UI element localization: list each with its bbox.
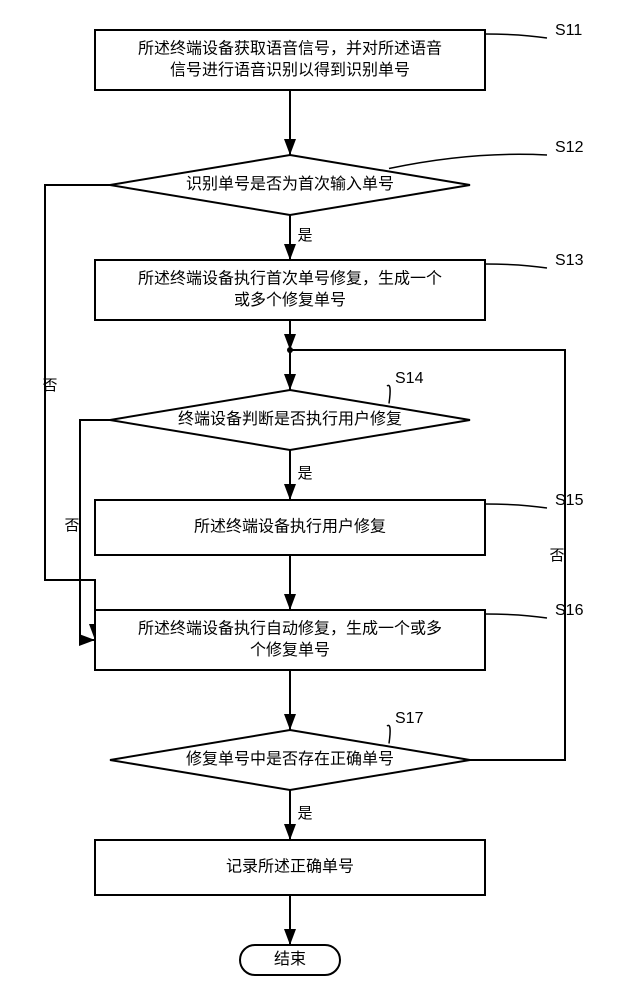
svg-text:是: 是 — [297, 227, 312, 244]
svg-text:修复单号中是否存在正确单号: 修复单号中是否存在正确单号 — [186, 750, 394, 768]
svg-text:S16: S16 — [555, 602, 584, 619]
svg-text:S15: S15 — [555, 492, 584, 509]
svg-text:否: 否 — [42, 377, 57, 394]
svg-text:否: 否 — [64, 517, 79, 534]
svg-text:所述终端设备获取语音信号，并对所述语音: 所述终端设备获取语音信号，并对所述语音 — [138, 39, 442, 57]
svg-text:记录所述正确单号: 记录所述正确单号 — [226, 858, 354, 876]
svg-text:所述终端设备执行自动修复，生成一个或多: 所述终端设备执行自动修复，生成一个或多 — [138, 619, 442, 637]
svg-text:所述终端设备执行用户修复: 所述终端设备执行用户修复 — [194, 518, 386, 536]
svg-text:S17: S17 — [395, 710, 424, 727]
svg-text:终端设备判断是否执行用户修复: 终端设备判断是否执行用户修复 — [178, 410, 402, 428]
svg-text:是: 是 — [297, 465, 312, 482]
svg-text:S12: S12 — [555, 139, 584, 156]
svg-text:或多个修复单号: 或多个修复单号 — [234, 291, 346, 309]
svg-text:个修复单号: 个修复单号 — [250, 641, 330, 659]
svg-text:S14: S14 — [395, 370, 424, 387]
svg-text:信号进行语音识别以得到识别单号: 信号进行语音识别以得到识别单号 — [170, 61, 410, 79]
svg-text:所述终端设备执行首次单号修复，生成一个: 所述终端设备执行首次单号修复，生成一个 — [138, 269, 442, 287]
svg-text:S11: S11 — [555, 22, 582, 39]
svg-text:否: 否 — [549, 547, 564, 564]
svg-text:是: 是 — [297, 805, 312, 822]
svg-text:识别单号是否为首次输入单号: 识别单号是否为首次输入单号 — [186, 175, 394, 193]
svg-text:S13: S13 — [555, 252, 584, 269]
svg-text:结束: 结束 — [274, 950, 306, 968]
